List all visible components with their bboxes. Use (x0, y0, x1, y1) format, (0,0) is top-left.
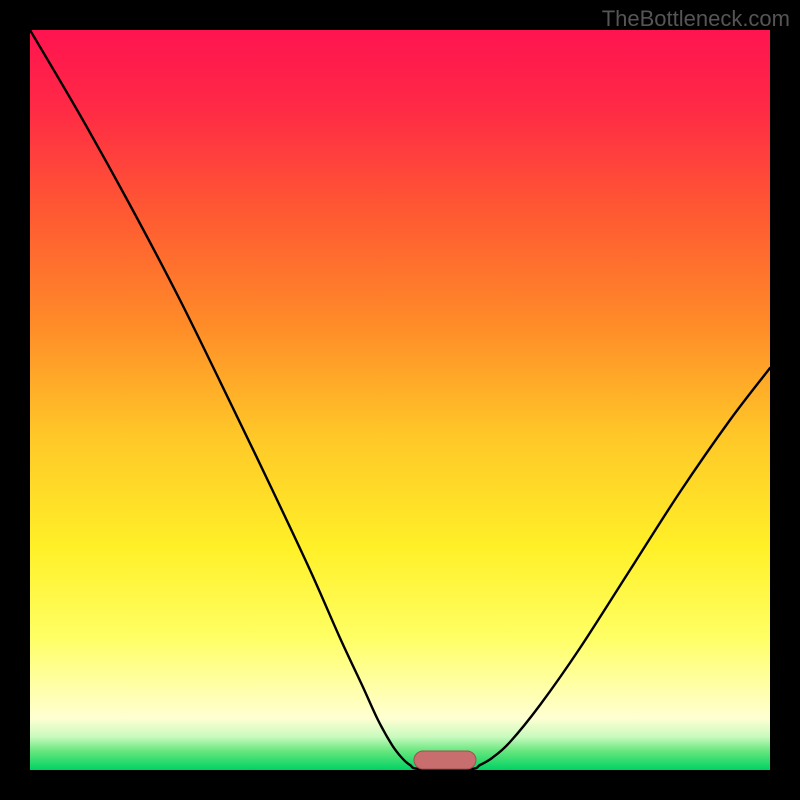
optimum-marker (414, 751, 476, 769)
chart-container: TheBottleneck.com (0, 0, 800, 800)
bottleneck-chart (0, 0, 800, 800)
watermark-text: TheBottleneck.com (602, 6, 790, 32)
plot-background (30, 30, 770, 770)
